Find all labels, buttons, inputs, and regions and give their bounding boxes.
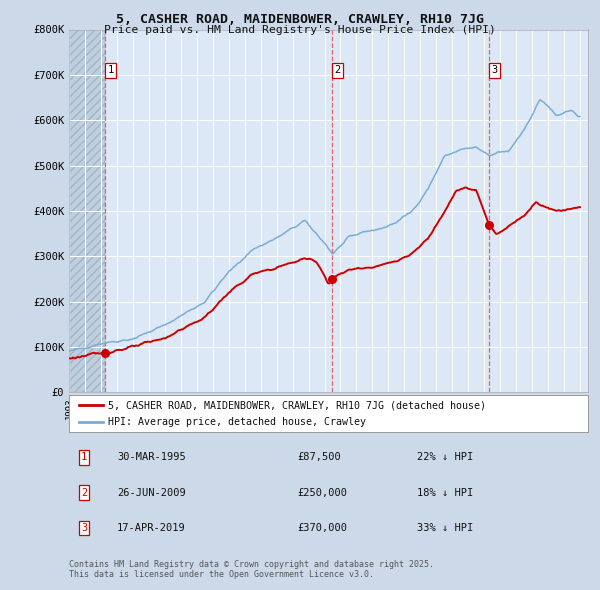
Text: 3: 3 [81, 523, 87, 533]
Text: 30-MAR-1995: 30-MAR-1995 [117, 453, 186, 462]
Text: Contains HM Land Registry data © Crown copyright and database right 2025.
This d: Contains HM Land Registry data © Crown c… [69, 560, 434, 579]
Text: 33% ↓ HPI: 33% ↓ HPI [417, 523, 473, 533]
Text: 18% ↓ HPI: 18% ↓ HPI [417, 488, 473, 497]
Text: 26-JUN-2009: 26-JUN-2009 [117, 488, 186, 497]
Text: 1: 1 [107, 65, 113, 76]
Text: 2: 2 [334, 65, 340, 76]
Text: 2: 2 [81, 488, 87, 497]
Text: £87,500: £87,500 [297, 453, 341, 462]
Text: 3: 3 [491, 65, 497, 76]
Text: 5, CASHER ROAD, MAIDENBOWER, CRAWLEY, RH10 7JG (detached house): 5, CASHER ROAD, MAIDENBOWER, CRAWLEY, RH… [108, 400, 486, 410]
Text: 22% ↓ HPI: 22% ↓ HPI [417, 453, 473, 462]
Text: 17-APR-2019: 17-APR-2019 [117, 523, 186, 533]
Text: 5, CASHER ROAD, MAIDENBOWER, CRAWLEY, RH10 7JG: 5, CASHER ROAD, MAIDENBOWER, CRAWLEY, RH… [116, 13, 484, 26]
Text: £370,000: £370,000 [297, 523, 347, 533]
Text: 1: 1 [81, 453, 87, 462]
Text: £250,000: £250,000 [297, 488, 347, 497]
Text: Price paid vs. HM Land Registry's House Price Index (HPI): Price paid vs. HM Land Registry's House … [104, 25, 496, 35]
Text: HPI: Average price, detached house, Crawley: HPI: Average price, detached house, Craw… [108, 417, 366, 427]
